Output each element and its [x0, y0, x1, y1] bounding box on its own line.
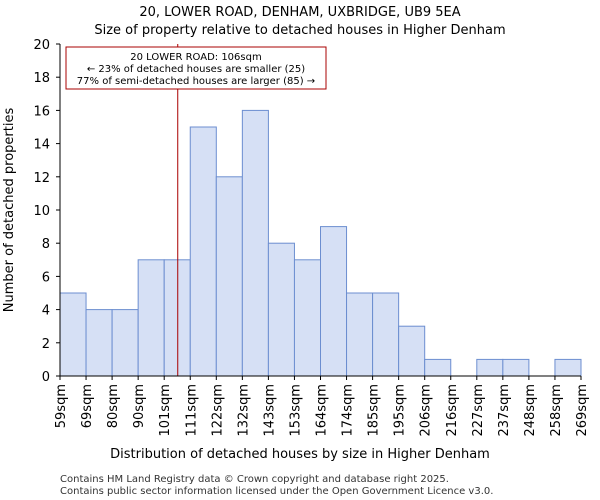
bar-237sqm [502, 358, 530, 377]
x-tick-label: 269sqm [575, 384, 590, 437]
bar-195sqm [398, 325, 426, 377]
x-tick-label: 195sqm [393, 384, 408, 437]
bar-80sqm [111, 309, 139, 377]
x-tick-label: 111sqm [184, 384, 199, 437]
bar-69sqm [85, 309, 113, 377]
x-tick-label: 132sqm [236, 384, 251, 437]
x-tick-label: 248sqm [523, 384, 538, 437]
x-tick-label: 227sqm [471, 384, 486, 437]
y-tick-label: 16 [33, 104, 50, 119]
chart-subtitle: Size of property relative to detached ho… [94, 23, 505, 38]
annotation-border [65, 46, 327, 90]
x-tick-label: 174sqm [341, 384, 356, 437]
bar-59sqm [59, 292, 87, 377]
y-tick-label: 8 [42, 237, 50, 252]
bar-185sqm [372, 292, 400, 377]
x-tick-label: 122sqm [210, 384, 225, 437]
bars [59, 109, 582, 377]
bar-90sqm [137, 259, 165, 377]
chart-title: 20, LOWER ROAD, DENHAM, UXBRIDGE, UB9 5E… [139, 5, 460, 20]
bar-153sqm [293, 259, 322, 377]
annotation-line-3: 77% of semi-detached houses are larger (… [77, 76, 315, 87]
y-tick-label: 14 [33, 138, 50, 153]
x-tick-label: 185sqm [367, 384, 382, 437]
y-tick-label: 6 [42, 270, 50, 285]
bar-143sqm [267, 242, 295, 377]
x-tick-label: 143sqm [262, 384, 277, 437]
y-axis-label: Number of detached properties [2, 108, 17, 313]
x-tick-label: 216sqm [445, 384, 460, 437]
y-tick-label: 4 [42, 304, 50, 319]
y-tick-label: 2 [42, 337, 50, 352]
bar-227sqm [476, 358, 504, 377]
x-axis-label: Distribution of detached houses by size … [110, 447, 490, 462]
x-tick-label: 206sqm [419, 384, 434, 437]
bar-122sqm [215, 176, 243, 377]
x-tick-label: 153sqm [288, 384, 303, 437]
x-tick-label: 101sqm [158, 384, 173, 437]
x-tick-label: 69sqm [80, 384, 95, 428]
y-tick-label: 0 [42, 370, 50, 385]
x-tick-label: 237sqm [497, 384, 512, 437]
y-tick-label: 10 [33, 204, 50, 219]
bar-164sqm [320, 226, 348, 377]
x-tick-label: 90sqm [132, 384, 147, 428]
y-tick-label: 18 [33, 71, 50, 86]
x-axis-ticks: 59sqm 69sqm 80sqm 90sqm 101sqm 111sqm 122sqm 13… [54, 376, 590, 437]
footer-line-2: Contains public sector information licen… [60, 486, 493, 497]
x-tick-label: 59sqm [54, 384, 69, 428]
bar-174sqm [346, 292, 374, 377]
bar-132sqm [241, 109, 269, 377]
bar-111sqm [189, 126, 217, 377]
bar-101sqm [163, 259, 191, 377]
annotation-box: 20 LOWER ROAD: 106sqm ← 23% of detached … [65, 46, 327, 90]
annotation-line-1: 20 LOWER ROAD: 106sqm [130, 52, 261, 63]
annotation-line-2: ← 23% of detached houses are smaller (25… [87, 64, 305, 75]
x-tick-label: 258sqm [549, 384, 564, 437]
x-tick-label: 164sqm [315, 384, 330, 437]
bar-258sqm [554, 358, 582, 377]
x-tick-label: 80sqm [106, 384, 121, 428]
bar-206sqm [424, 358, 452, 377]
y-axis-ticks: 0 2 4 6 8 10 12 14 16 18 20 [33, 38, 60, 385]
y-tick-label: 12 [33, 171, 50, 186]
footer-line-1: Contains HM Land Registry data © Crown c… [60, 474, 449, 485]
y-tick-label: 20 [33, 38, 50, 53]
